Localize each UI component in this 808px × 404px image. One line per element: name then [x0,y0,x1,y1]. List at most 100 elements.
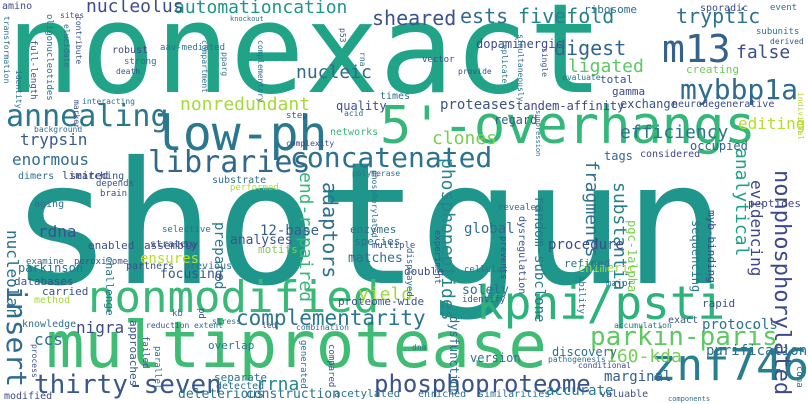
word-partners: partners [126,261,175,272]
word-death: death [116,67,141,76]
word-motifs: motifs [258,243,298,256]
word-identity: identity [14,70,23,109]
word-suppression: suppression [534,110,542,157]
word-cellular: cellular [464,265,508,275]
word-thirty-seven: thirty-seven [34,370,222,400]
word-procedure: procedure [548,237,624,253]
word-detected: detected [216,381,265,392]
word-editing: editing [738,114,806,133]
word-failed: failed [140,336,150,369]
word-compartment: compartment [200,40,209,93]
word-evaluate: evaluate [562,73,601,82]
word-cdna: cdna [794,366,804,388]
word-strong: strong [124,57,157,67]
word-quality: quality [336,99,387,113]
word-substrate: substrate [212,175,267,186]
word-sheared: sheared [372,6,457,30]
word-modified: modified [4,391,53,402]
word-kb: kb [172,309,183,319]
word-previous: previous [184,261,233,272]
word-selective: selective [162,225,211,235]
word-considered: considered [640,149,701,160]
word-marginal: marginal [604,369,672,385]
word-enormous: enormous [12,150,90,169]
word-efficiency: efficiency [620,122,729,143]
word-stress: stress [212,317,241,326]
word-dna: dna [412,343,427,352]
word-deleterious: deleterious [178,387,265,402]
word-protocols: protocols [702,317,778,333]
word-ribosome: ribosome [584,3,637,16]
word-analyses: analyses [230,233,293,248]
word-purification: purification [706,343,808,359]
word-components: components [668,395,711,403]
word-total: total [600,73,634,86]
word-vector: vector [422,55,455,65]
word-dimers: dimers [18,171,55,182]
word-clones: clones [432,128,498,149]
word-gamma: gamma [612,85,646,98]
word-revealed: revealed [498,203,542,213]
word-pd: pd [196,308,206,319]
word-pparg: pparg [220,52,229,77]
word-nonmodified: nonmodified [88,272,380,323]
word-multiprotease: multiprotease [46,309,547,383]
word-digest: digest [554,36,627,60]
word-derived: derived [770,37,804,46]
word-phosphorylated: phosphorylated [370,170,379,238]
word-occupied: occupied [690,139,748,153]
word-exact: exact [668,315,699,326]
word-parkin-paris: parkin-paris [590,322,778,352]
word-mybbp1a: mybbp1a [680,73,799,106]
word-multiple: multiple [372,241,416,251]
word-yield: yield [358,284,413,305]
word-phosphoproteome: phosphoproteome [374,370,591,398]
word-low-ph: low-ph [154,106,328,162]
word-tags: tags [604,149,633,163]
word-znf746: znf746 [650,340,808,391]
word-p53: p53 [338,28,347,43]
word-enabled: enabled [88,239,135,252]
word-solely: solely [462,283,509,298]
word-amino: amino [2,1,33,12]
word-depends: depends [96,179,134,189]
word-exchange: exchange [620,97,678,111]
word-approaches: approaches [127,320,140,387]
word-m13: m13 [662,27,731,71]
word-combination: combination [296,323,349,332]
word-transformation: transformation [2,16,11,84]
word-rna: rna [358,52,367,67]
word-ligated: ligated [568,56,644,77]
word-sporadic: sporadic [700,3,749,14]
word-databases: databases [14,275,74,288]
word-global: global [464,221,515,237]
word-aav-mediated: aav-mediated [160,43,226,53]
word-peptides: peptides [748,197,801,210]
word-examine: examine [26,257,64,267]
word-species: species [354,235,401,248]
word-complementarity: complementarity [236,306,426,330]
word-acetylated: acetylated [334,387,401,400]
word-ests: ests [460,4,509,28]
word-performed: performed [230,183,279,193]
word-tryptic: tryptic [676,4,761,28]
word-carried: carried [42,285,89,298]
word-brain: brain [100,189,128,199]
word-parkinson: parkinson [18,261,84,275]
word-limited: limited [62,169,109,182]
word-neurodegenerative: neurodegenerative [672,99,775,110]
word-creating: creating [686,63,739,76]
word-overlap: overlap [208,339,255,352]
word-strategy: strategy [150,239,199,250]
word-similarities: similarities [478,389,551,400]
word-compared: compared [326,344,336,388]
word-times: times [380,91,411,102]
word-nonexact: nonexact [6,0,604,122]
word-false: false [736,42,791,63]
word-individual: individual [796,92,805,141]
word-nucleic: nucleic [296,62,372,83]
word-networks: networks [330,127,379,138]
word-replicate: replicate [500,40,509,84]
word-adaptors: adaptors [318,182,342,279]
word-reduction: reduction [146,321,190,330]
